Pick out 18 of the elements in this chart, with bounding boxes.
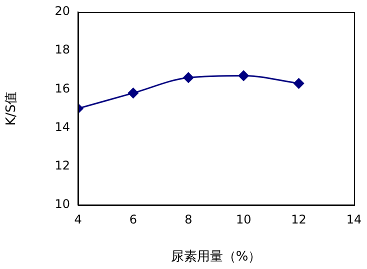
y-tick-label: 18 bbox=[54, 42, 70, 57]
x-tick-label: 6 bbox=[129, 212, 138, 226]
y-tick-label: 20 bbox=[54, 4, 70, 18]
x-tick-label: 8 bbox=[184, 212, 192, 226]
point bbox=[183, 72, 194, 83]
point bbox=[238, 70, 249, 81]
x-tick-label: 4 bbox=[74, 212, 82, 226]
y-tick-label: 12 bbox=[54, 158, 70, 173]
x-tick-label: 10 bbox=[236, 212, 252, 226]
point bbox=[294, 78, 304, 89]
y-tick-label: 10 bbox=[54, 197, 70, 212]
y-tick-label: 16 bbox=[54, 81, 70, 96]
x-tick-label: 12 bbox=[291, 212, 306, 226]
x-axis-title: 尿素用量（%） bbox=[170, 250, 262, 265]
y-tick-label: 14 bbox=[54, 120, 70, 134]
x-tick-label: 14 bbox=[346, 212, 362, 226]
y-axis-title: K/S值 bbox=[4, 91, 20, 126]
point bbox=[128, 88, 138, 98]
